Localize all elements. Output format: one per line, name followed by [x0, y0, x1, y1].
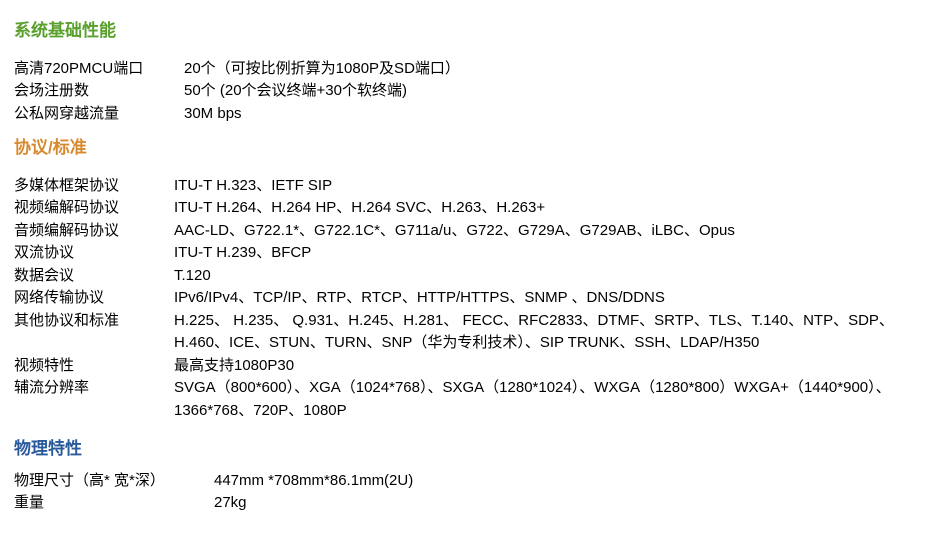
- spec-row: 公私网穿越流量30M bps: [14, 103, 460, 126]
- spec-label: 高清720PMCU端口: [14, 58, 184, 81]
- spec-value: SVGA（800*600）、XGA（1024*768）、SXGA（1280*10…: [174, 377, 937, 422]
- section-title-performance: 系统基础性能: [14, 18, 937, 44]
- spec-label: 其他协议和标准: [14, 310, 174, 355]
- spec-table-protocols: 多媒体框架协议ITU-T H.323、IETF SIP视频编解码协议ITU-T …: [14, 175, 937, 423]
- spec-label: 双流协议: [14, 242, 174, 265]
- spec-value: 447mm *708mm*86.1mm(2U): [214, 470, 413, 493]
- spec-row: 网络传输协议IPv6/IPv4、TCP/IP、RTP、RTCP、HTTP/HTT…: [14, 287, 937, 310]
- spec-row: 视频编解码协议ITU-T H.264、H.264 HP、H.264 SVC、H.…: [14, 197, 937, 220]
- spec-value: H.225、 H.235、 Q.931、H.245、H.281、 FECC、RF…: [174, 310, 937, 355]
- section-title-physical: 物理特性: [14, 436, 937, 462]
- spec-value: ITU-T H.239、BFCP: [174, 242, 937, 265]
- spec-table-physical: 物理尺寸（高* 宽*深）447mm *708mm*86.1mm(2U)重量27k…: [14, 470, 413, 515]
- spec-label: 辅流分辨率: [14, 377, 174, 422]
- spec-row: 高清720PMCU端口20个（可按比例折算为1080P及SD端口）: [14, 58, 460, 81]
- spec-label: 网络传输协议: [14, 287, 174, 310]
- spec-label: 数据会议: [14, 265, 174, 288]
- spec-label: 公私网穿越流量: [14, 103, 184, 126]
- spec-table-performance: 高清720PMCU端口20个（可按比例折算为1080P及SD端口）会场注册数50…: [14, 58, 460, 126]
- spec-value: AAC-LD、G722.1*、G722.1C*、G711a/u、G722、G72…: [174, 220, 937, 243]
- spec-value: 20个（可按比例折算为1080P及SD端口）: [184, 58, 460, 81]
- spec-row: 双流协议ITU-T H.239、BFCP: [14, 242, 937, 265]
- spec-label: 重量: [14, 492, 214, 515]
- spec-value: 50个 (20个会议终端+30个软终端): [184, 80, 460, 103]
- spec-label: 视频特性: [14, 355, 174, 378]
- spec-value: T.120: [174, 265, 937, 288]
- spec-value: ITU-T H.264、H.264 HP、H.264 SVC、H.263、H.2…: [174, 197, 937, 220]
- spec-value: IPv6/IPv4、TCP/IP、RTP、RTCP、HTTP/HTTPS、SNM…: [174, 287, 937, 310]
- spec-row: 物理尺寸（高* 宽*深）447mm *708mm*86.1mm(2U): [14, 470, 413, 493]
- spec-value: 30M bps: [184, 103, 460, 126]
- spec-row: 辅流分辨率SVGA（800*600）、XGA（1024*768）、SXGA（12…: [14, 377, 937, 422]
- spec-label: 视频编解码协议: [14, 197, 174, 220]
- spec-label: 音频编解码协议: [14, 220, 174, 243]
- spec-row: 多媒体框架协议ITU-T H.323、IETF SIP: [14, 175, 937, 198]
- spec-value: 27kg: [214, 492, 413, 515]
- section-title-protocols: 协议/标准: [14, 135, 937, 161]
- spec-label: 物理尺寸（高* 宽*深）: [14, 470, 214, 493]
- spec-label: 会场注册数: [14, 80, 184, 103]
- spec-row: 音频编解码协议AAC-LD、G722.1*、G722.1C*、G711a/u、G…: [14, 220, 937, 243]
- spec-row: 会场注册数50个 (20个会议终端+30个软终端): [14, 80, 460, 103]
- spec-value: ITU-T H.323、IETF SIP: [174, 175, 937, 198]
- spec-value: 最高支持1080P30: [174, 355, 937, 378]
- spec-row: 数据会议T.120: [14, 265, 937, 288]
- spec-row: 重量27kg: [14, 492, 413, 515]
- spec-label: 多媒体框架协议: [14, 175, 174, 198]
- spec-row: 其他协议和标准 H.225、 H.235、 Q.931、H.245、H.281、…: [14, 310, 937, 355]
- spec-row: 视频特性最高支持1080P30: [14, 355, 937, 378]
